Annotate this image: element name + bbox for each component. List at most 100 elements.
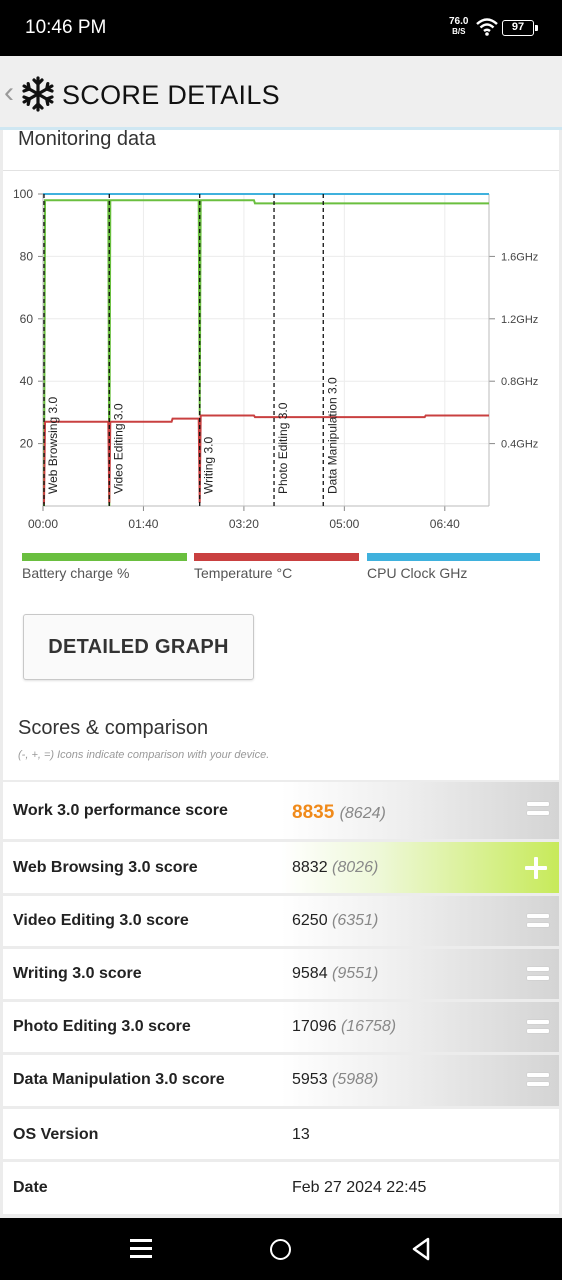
scores-title: Scores & comparison xyxy=(18,717,209,739)
score-label: Writing 3.0 score xyxy=(13,965,142,982)
monitoring-card: Monitoring data 00:00 01:40 03:20 05:00 06:4… xyxy=(3,130,559,780)
y-tick-label: 80 xyxy=(20,249,34,263)
x-tick-label: 06:40 xyxy=(430,517,460,531)
battery-level: 97 xyxy=(511,21,525,33)
y-tick-label: 100 xyxy=(13,187,33,201)
legend-battery-swatch xyxy=(22,553,187,561)
score-background xyxy=(281,949,559,999)
x-tick-label: 01:40 xyxy=(128,517,158,531)
series-line-0 xyxy=(43,199,489,507)
score-label: Web Browsing 3.0 score xyxy=(13,859,198,876)
score-number: 8832 xyxy=(292,859,328,876)
y2-tick-label: 0.8GHz xyxy=(501,376,538,388)
x-tick-label: 03:20 xyxy=(229,517,259,531)
score-row-data-manipulation[interactable]: Data Manipulation 3.0 score 5953 (5988) xyxy=(3,1055,559,1106)
snowflake-logo-icon[interactable] xyxy=(20,76,56,112)
divider xyxy=(3,170,559,171)
score-label: Photo Editing 3.0 score xyxy=(13,1018,191,1035)
score-label: Data Manipulation 3.0 score xyxy=(13,1071,225,1088)
navigation-bar xyxy=(0,1218,562,1280)
info-value: 13 xyxy=(292,1126,310,1143)
test-marker-label: Web Browsing 3.0 xyxy=(46,397,60,494)
y2-tick-label: 1.2GHz xyxy=(501,314,538,326)
recent-apps-icon[interactable] xyxy=(130,1239,152,1263)
test-marker-label: Writing 3.0 xyxy=(202,437,216,494)
status-bar: 10:46 PM 76.0 B/S 97 xyxy=(0,0,562,56)
info-row-os-version: OS Version 13 xyxy=(3,1109,559,1159)
score-value: 6250 (6351) xyxy=(292,912,378,930)
network-speed: 76.0 B/S xyxy=(449,16,469,37)
x-tick-label: 05:00 xyxy=(329,517,359,531)
score-background xyxy=(281,896,559,946)
legend-battery: Battery charge % xyxy=(22,553,187,581)
battery-icon: 97 xyxy=(502,20,538,36)
info-row-date: Date Feb 27 2024 22:45 xyxy=(3,1162,559,1214)
network-speed-value: 76.0 xyxy=(449,16,469,27)
plus-icon xyxy=(525,857,547,879)
test-marker-label: Photo Editing 3.0 xyxy=(276,402,290,494)
legend-temperature-label: Temperature °C xyxy=(194,565,293,581)
monitoring-title: Monitoring data xyxy=(18,130,156,150)
page-title: SCORE DETAILS xyxy=(62,80,280,110)
score-value: 8835 (8624) xyxy=(292,802,386,824)
score-number: 6250 xyxy=(292,912,328,929)
equal-icon xyxy=(527,802,549,817)
y-tick-label: 40 xyxy=(20,374,34,388)
back-icon[interactable] xyxy=(411,1237,431,1261)
score-value: 8832 (8026) xyxy=(292,859,378,877)
score-row-work[interactable]: Work 3.0 performance score 8835 (8624) xyxy=(3,782,559,839)
test-marker-label: Data Manipulation 3.0 xyxy=(325,377,339,494)
score-background xyxy=(281,842,559,893)
y2-tick-label: 1.6GHz xyxy=(501,251,538,263)
score-value: 9584 (9551) xyxy=(292,965,378,983)
legend-cpu-clock: CPU Clock GHz xyxy=(367,553,540,581)
content-scroll-area[interactable]: Monitoring data 00:00 01:40 03:20 05:00 06:4… xyxy=(0,130,562,1218)
score-value: 17096 (16758) xyxy=(292,1018,396,1036)
scores-note: (-, +, =) Icons indicate comparison with… xyxy=(18,749,270,761)
back-chevron-icon[interactable]: ‹ xyxy=(4,76,14,109)
equal-icon xyxy=(527,967,549,982)
detailed-graph-button[interactable]: DETAILED GRAPH xyxy=(23,614,254,680)
score-reference: (8624) xyxy=(339,805,386,822)
x-tick-label: 00:00 xyxy=(28,517,58,531)
y2-tick-label: 0.4GHz xyxy=(501,439,538,451)
score-row-video-editing[interactable]: Video Editing 3.0 score 6250 (6351) xyxy=(3,896,559,946)
network-speed-unit: B/S xyxy=(452,27,466,36)
score-number: 8835 xyxy=(292,802,335,823)
monitoring-chart: 00:00 01:40 03:20 05:00 06:40 20 40 60 80 100 0.4G… xyxy=(13,187,538,531)
score-reference: (6351) xyxy=(332,912,379,929)
score-row-writing[interactable]: Writing 3.0 score 9584 (9551) xyxy=(3,949,559,999)
score-row-web-browsing[interactable]: Web Browsing 3.0 score 8832 (8026) xyxy=(3,842,559,893)
test-marker-label: Video Editing 3.0 xyxy=(111,403,125,494)
y-tick-label: 60 xyxy=(20,312,34,326)
score-number: 17096 xyxy=(292,1018,337,1035)
info-label: Date xyxy=(13,1179,48,1196)
legend-temperature: Temperature °C xyxy=(194,553,359,581)
score-number: 5953 xyxy=(292,1071,328,1088)
score-reference: (9551) xyxy=(332,965,379,982)
score-label: Work 3.0 performance score xyxy=(13,802,228,819)
legend-cpu-clock-label: CPU Clock GHz xyxy=(367,565,468,581)
info-value: Feb 27 2024 22:45 xyxy=(292,1179,427,1196)
equal-icon xyxy=(527,1073,549,1088)
score-reference: (8026) xyxy=(332,859,379,876)
score-background xyxy=(281,1055,559,1106)
equal-icon xyxy=(527,914,549,929)
y-tick-label: 20 xyxy=(20,437,34,451)
wifi-icon xyxy=(476,18,498,36)
equal-icon xyxy=(527,1020,549,1035)
score-value: 5953 (5988) xyxy=(292,1071,378,1089)
status-time: 10:46 PM xyxy=(25,17,107,38)
scores-table: Work 3.0 performance score 8835 (8624) W… xyxy=(3,782,559,1217)
home-icon[interactable] xyxy=(270,1239,291,1260)
score-reference: (16758) xyxy=(340,1018,397,1035)
score-label: Video Editing 3.0 score xyxy=(13,912,189,929)
legend-battery-label: Battery charge % xyxy=(22,565,130,581)
score-number: 9584 xyxy=(292,965,328,982)
legend-temperature-swatch xyxy=(194,553,359,561)
score-background xyxy=(281,782,559,839)
app-header: ‹ SCORE DETAILS xyxy=(0,56,562,130)
score-reference: (5988) xyxy=(332,1071,379,1088)
score-background xyxy=(281,1002,559,1052)
score-row-photo-editing[interactable]: Photo Editing 3.0 score 17096 (16758) xyxy=(3,1002,559,1052)
